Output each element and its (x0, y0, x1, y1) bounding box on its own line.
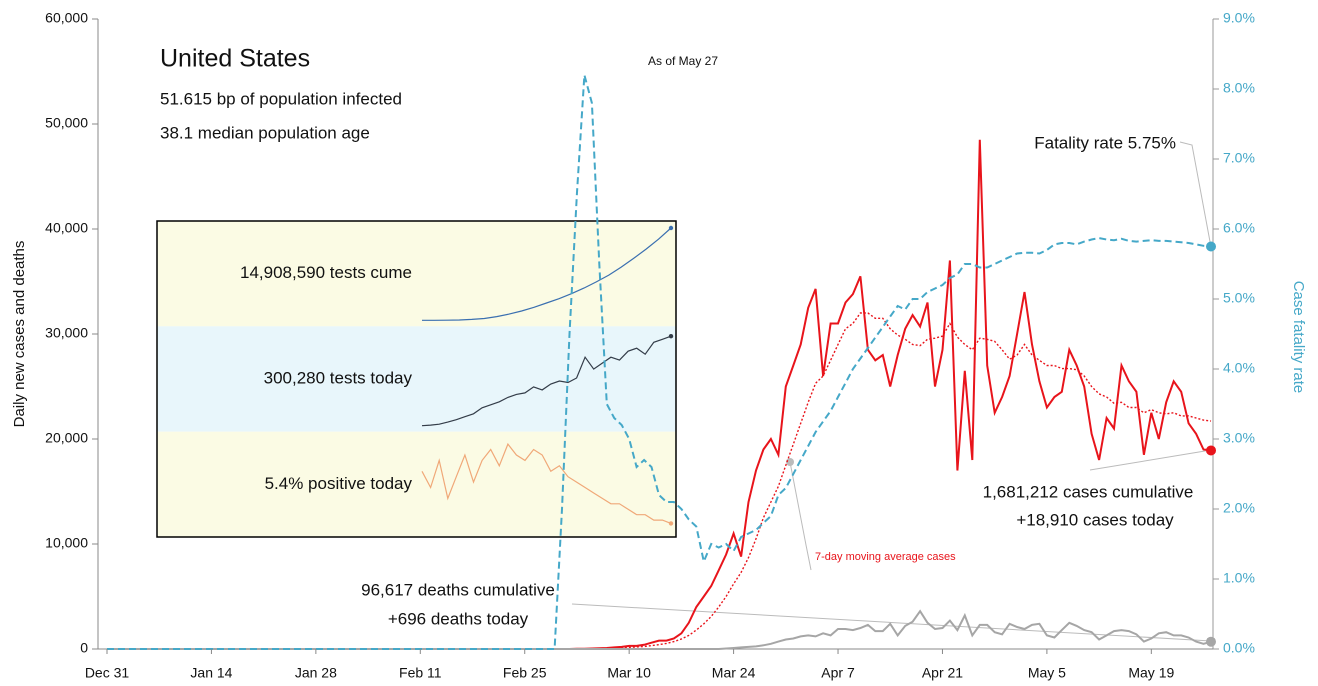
end-marker (1206, 636, 1216, 647)
annotation: Fatality rate 5.75% (1034, 133, 1176, 152)
y-tick-label: 60,000 (45, 10, 88, 26)
y2-tick-label: 1.0% (1223, 570, 1255, 586)
x-tick-label: Mar 10 (607, 665, 651, 681)
y2-tick-label: 9.0% (1223, 10, 1255, 26)
y2-tick-label: 0.0% (1223, 640, 1255, 656)
subtitle: 38.1 median population age (160, 123, 370, 142)
date-note: As of May 27 (648, 54, 718, 68)
y2-axis-label: Case fatality rate (1290, 281, 1307, 394)
y2-tick-label: 8.0% (1223, 80, 1255, 96)
leader-line (571, 603, 1212, 642)
inset-band (157, 431, 676, 537)
sparkline (421, 335, 672, 427)
y2-tick-label: 4.0% (1223, 360, 1255, 376)
series-line (107, 609, 1212, 650)
x-tick-label: Mar 24 (712, 665, 756, 681)
x-tick-label: Apr 7 (821, 665, 855, 681)
y2-tick-label: 3.0% (1223, 430, 1255, 446)
sparkline (422, 227, 672, 321)
x-tick-label: Apr 21 (922, 665, 963, 681)
leader-line (1089, 449, 1212, 471)
y2-tick-label: 7.0% (1223, 150, 1255, 166)
annotation: +696 deaths today (388, 609, 529, 628)
inset-label: 14,908,590 tests cume (240, 263, 412, 282)
sparkline-end (668, 225, 674, 231)
leader-dot (786, 458, 794, 466)
inset-band (157, 326, 676, 432)
x-tick-label: May 19 (1128, 665, 1174, 681)
inset-border (156, 220, 677, 538)
sparkline-end (668, 521, 674, 526)
inset-label: 5.4% positive today (265, 474, 413, 493)
y-tick-label: 40,000 (45, 220, 88, 236)
x-tick-label: May 5 (1028, 665, 1066, 681)
y2-tick-label: 2.0% (1223, 500, 1255, 516)
sparkline (421, 442, 672, 524)
y-tick-label: 10,000 (45, 535, 88, 551)
x-tick-label: Dec 31 (85, 665, 130, 681)
annotation: 7-day moving average cases (815, 551, 956, 563)
y-tick-label: 50,000 (45, 115, 88, 131)
inset-panel: 14,908,590 tests cume 300,280 tests today… (157, 221, 676, 537)
leader-line (1179, 141, 1212, 248)
y2-tick-label: 5.0% (1223, 290, 1255, 306)
inset-label: 300,280 tests today (264, 368, 413, 387)
subtitle: 51.615 bp of population infected (160, 89, 402, 108)
series-line (107, 74, 1212, 650)
x-tick-label: Jan 14 (190, 665, 232, 681)
y-tick-label: 0 (80, 640, 88, 656)
leader-line (789, 461, 812, 571)
annotation: +18,910 cases today (1016, 510, 1174, 529)
y2-tick-label: 6.0% (1223, 220, 1255, 236)
x-tick-label: Feb 11 (399, 665, 442, 681)
x-tick-label: Jan 28 (295, 665, 337, 681)
annotation: 96,617 deaths cumulative (361, 580, 555, 599)
plot-area (107, 74, 1216, 650)
sparkline-end (668, 334, 674, 339)
end-marker (1206, 445, 1216, 456)
chart-title: United States (160, 45, 310, 73)
y-axis-label: Daily new cases and deaths (11, 241, 28, 428)
y-tick-label: 20,000 (45, 430, 88, 446)
annotation: 1,681,212 cases cumulative (983, 482, 1194, 501)
end-marker (1206, 241, 1216, 252)
y-tick-label: 30,000 (45, 325, 88, 341)
inset-band (157, 221, 676, 327)
x-tick-label: Feb 25 (503, 665, 547, 681)
